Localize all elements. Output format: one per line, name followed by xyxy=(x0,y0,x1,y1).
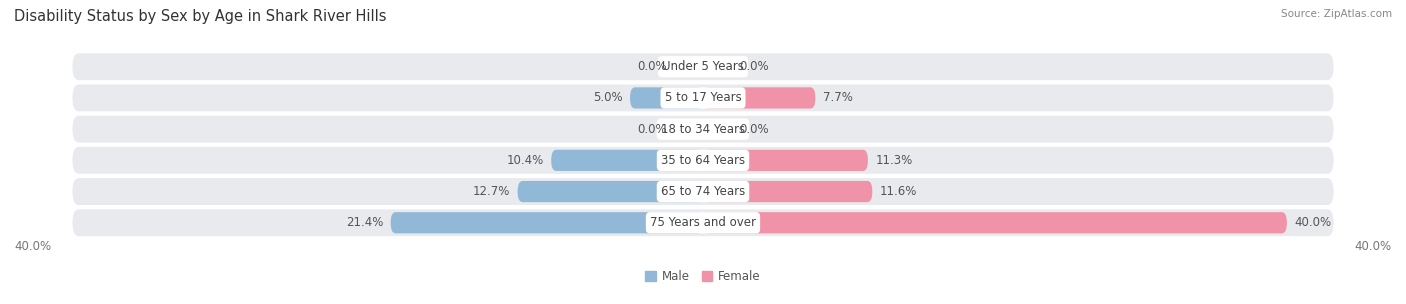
Legend: Male, Female: Male, Female xyxy=(641,265,765,288)
Text: 65 to 74 Years: 65 to 74 Years xyxy=(661,185,745,198)
FancyBboxPatch shape xyxy=(73,53,1333,80)
FancyBboxPatch shape xyxy=(517,181,703,202)
Text: 21.4%: 21.4% xyxy=(346,216,384,229)
FancyBboxPatch shape xyxy=(73,85,1333,111)
FancyBboxPatch shape xyxy=(703,87,815,109)
FancyBboxPatch shape xyxy=(73,116,1333,143)
Text: Source: ZipAtlas.com: Source: ZipAtlas.com xyxy=(1281,9,1392,19)
FancyBboxPatch shape xyxy=(391,212,703,233)
FancyBboxPatch shape xyxy=(703,212,1286,233)
FancyBboxPatch shape xyxy=(73,178,1333,205)
Text: 18 to 34 Years: 18 to 34 Years xyxy=(661,123,745,136)
Text: 11.6%: 11.6% xyxy=(880,185,917,198)
Text: 0.0%: 0.0% xyxy=(637,60,666,73)
Text: 40.0%: 40.0% xyxy=(14,240,51,253)
Text: 40.0%: 40.0% xyxy=(1355,240,1392,253)
Text: 12.7%: 12.7% xyxy=(472,185,510,198)
FancyBboxPatch shape xyxy=(73,209,1333,236)
Text: 7.7%: 7.7% xyxy=(823,92,852,105)
Text: 75 Years and over: 75 Years and over xyxy=(650,216,756,229)
Text: 0.0%: 0.0% xyxy=(740,60,769,73)
Text: Under 5 Years: Under 5 Years xyxy=(662,60,744,73)
Text: 40.0%: 40.0% xyxy=(1294,216,1331,229)
Text: 11.3%: 11.3% xyxy=(875,154,912,167)
FancyBboxPatch shape xyxy=(703,181,872,202)
FancyBboxPatch shape xyxy=(703,150,868,171)
FancyBboxPatch shape xyxy=(551,150,703,171)
Text: 10.4%: 10.4% xyxy=(506,154,544,167)
FancyBboxPatch shape xyxy=(630,87,703,109)
FancyBboxPatch shape xyxy=(73,147,1333,174)
Text: 0.0%: 0.0% xyxy=(637,123,666,136)
Text: 0.0%: 0.0% xyxy=(740,123,769,136)
Text: 5 to 17 Years: 5 to 17 Years xyxy=(665,92,741,105)
Text: 5.0%: 5.0% xyxy=(593,92,623,105)
Text: Disability Status by Sex by Age in Shark River Hills: Disability Status by Sex by Age in Shark… xyxy=(14,9,387,24)
Text: 35 to 64 Years: 35 to 64 Years xyxy=(661,154,745,167)
